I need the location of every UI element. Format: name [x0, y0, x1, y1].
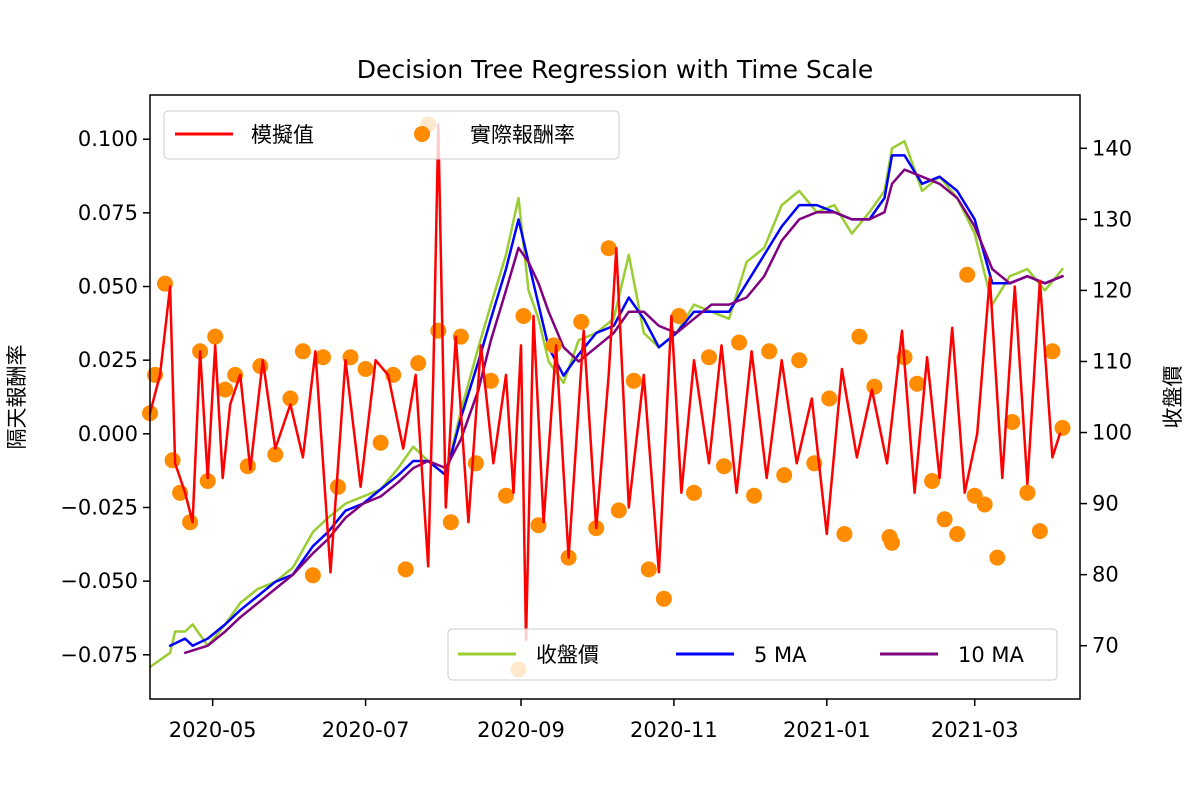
actual-return-point — [182, 514, 199, 531]
legend-predicted-label: 模擬值 — [251, 123, 314, 147]
actual-return-point — [836, 526, 853, 542]
actual-return-point — [686, 484, 702, 501]
legend-bottom-right: 收盤價 5 MA 10 MA — [447, 628, 1058, 681]
x-tick-label: 2020-05 — [169, 718, 257, 742]
actual-return-point — [949, 526, 966, 542]
actual-return-point — [207, 328, 224, 345]
actual-return-point — [545, 337, 562, 354]
actual-return-point — [573, 313, 590, 330]
actual-return-point — [791, 352, 808, 369]
actual-return-point — [315, 349, 331, 366]
actual-return-point — [909, 375, 926, 392]
actual-return-point — [989, 549, 1006, 566]
legend-actual-swatch — [414, 126, 430, 142]
actual-return-point — [670, 308, 687, 324]
axes: 2020-05 2020-07 2020-09 2020-11 2021-01 2021-… — [60, 127, 1132, 742]
y-axis-left-label: 隔天報酬率 — [5, 345, 29, 450]
ma10-line — [183, 168, 1064, 655]
x-tick-label: 2021-01 — [783, 718, 871, 742]
actual-return-point — [498, 487, 514, 504]
y-right-tick-label: 70 — [1092, 634, 1119, 658]
y-left-tick-label: 0.025 — [78, 348, 138, 372]
chart-title: Decision Tree Regression with Time Scale — [357, 55, 873, 84]
y-right-tick-label: 130 — [1092, 207, 1132, 231]
y-left-tick-label: −0.050 — [60, 569, 138, 593]
actual-return-point — [640, 561, 657, 578]
y-left-tick-label: −0.075 — [60, 643, 138, 667]
actual-return-point — [1044, 343, 1061, 360]
actual-return-point — [761, 343, 778, 360]
legend-close-label: 收盤價 — [536, 643, 599, 667]
actual-return-point — [217, 381, 234, 398]
y-left-tick-label: 0.050 — [78, 275, 138, 299]
actual-return-point — [267, 446, 284, 463]
x-tick-label: 2021-03 — [931, 718, 1019, 742]
legend-top-left: 模擬值 實際報酬率 — [163, 110, 620, 160]
actual-return-point — [600, 240, 617, 257]
actual-return-point — [821, 390, 838, 407]
actual-return-point — [746, 487, 763, 504]
actual-return-point — [851, 328, 868, 345]
y-left-tick-label: 0.100 — [78, 127, 138, 151]
actual-return-point — [924, 473, 941, 489]
actual-return-point — [1031, 523, 1048, 540]
actual-return-point — [1004, 414, 1021, 430]
actual-return-point — [294, 343, 311, 360]
y-right-tick-label: 110 — [1092, 349, 1132, 373]
legend-top-left-box — [163, 110, 620, 160]
y-left-tick-label: 0.075 — [78, 201, 138, 225]
legend-ma10-label: 10 MA — [958, 643, 1025, 667]
actual-return-point — [731, 334, 748, 351]
x-tick-label: 2020-09 — [477, 718, 565, 742]
actual-return-point — [936, 511, 953, 528]
actual-return-point — [482, 372, 499, 389]
actual-return-point — [282, 390, 299, 407]
y-right-tick-label: 140 — [1092, 136, 1132, 160]
actual-return-point — [655, 590, 672, 607]
actual-return-point — [716, 458, 732, 475]
actual-return-point — [304, 567, 321, 584]
actual-return-point — [1019, 484, 1036, 501]
close-price-line — [148, 139, 1064, 669]
actual-return-point — [976, 496, 993, 513]
legend-ma5-label: 5 MA — [754, 643, 807, 667]
actual-return-point — [430, 322, 447, 339]
x-tick-label: 2020-07 — [322, 718, 410, 742]
actual-return-point — [199, 473, 216, 489]
actual-return-point — [959, 266, 976, 283]
actual-return-point — [515, 308, 532, 324]
ma5-line — [168, 154, 1064, 647]
actual-return-point — [701, 349, 717, 366]
actual-return-point — [610, 502, 627, 519]
actual-return-point — [866, 378, 883, 395]
actual-return-point — [776, 467, 793, 484]
actual-return-point — [372, 434, 389, 451]
actual-return-point — [625, 372, 642, 389]
actual-return-point — [357, 361, 374, 377]
plot-series — [142, 116, 1071, 678]
y-right-tick-label: 90 — [1092, 492, 1119, 516]
actual-return-point — [442, 514, 459, 531]
plot-frame — [149, 94, 1081, 700]
actual-return-point — [410, 355, 427, 372]
actual-return-point — [467, 455, 484, 472]
actual-return-point — [397, 561, 414, 578]
x-tick-label: 2020-11 — [630, 718, 718, 742]
actual-return-point — [164, 452, 181, 469]
actual-return-point — [1054, 419, 1071, 436]
legend-actual-label: 實際報酬率 — [470, 123, 575, 147]
actual-return-point — [884, 534, 900, 551]
actual-return-point — [330, 478, 346, 495]
y-left-tick-label: −0.025 — [60, 495, 138, 519]
actual-return-point — [239, 458, 256, 475]
y-axis-right-label: 收盤價 — [1161, 366, 1185, 429]
y-left-tick-label: 0.000 — [78, 422, 138, 446]
y-right-tick-label: 100 — [1092, 421, 1132, 445]
y-right-tick-label: 80 — [1092, 563, 1119, 587]
y-right-tick-label: 120 — [1092, 278, 1132, 302]
legend-bottom-right-box — [447, 628, 1058, 681]
predicted-line — [148, 123, 1062, 642]
